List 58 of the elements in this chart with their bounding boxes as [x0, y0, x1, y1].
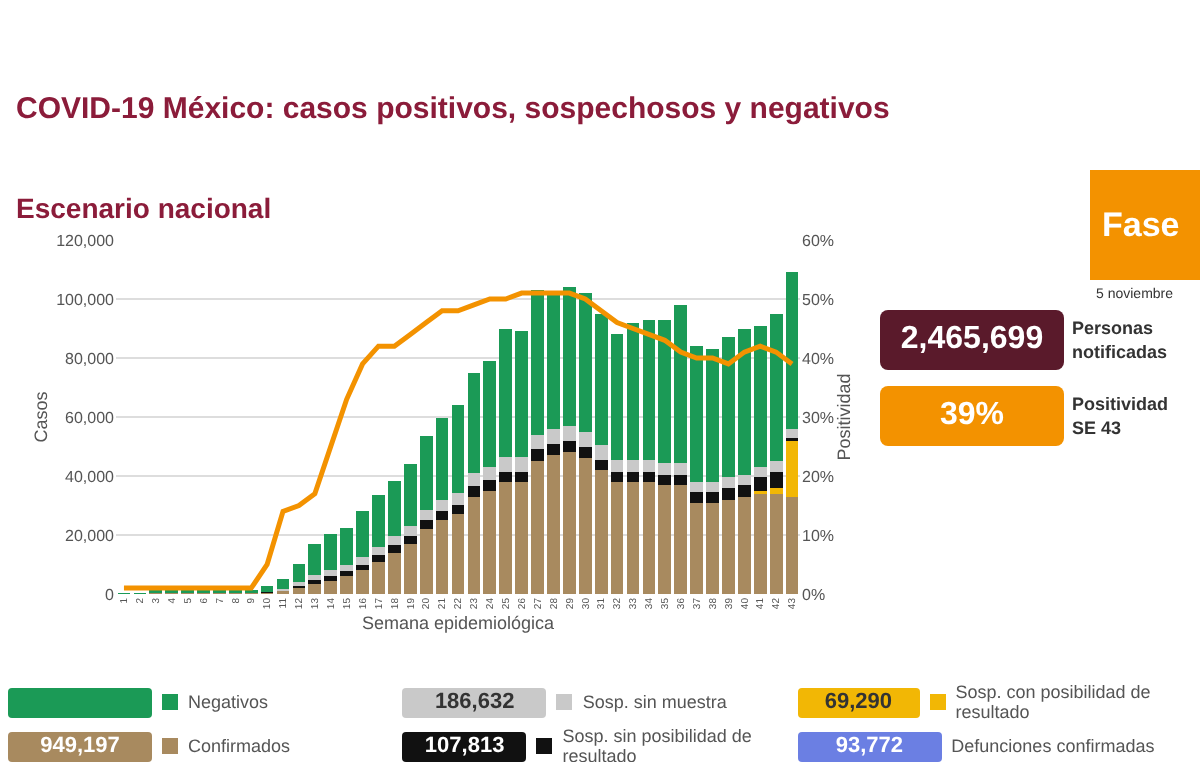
text: Positividad SE 43 [1072, 392, 1171, 440]
bar [626, 471, 640, 482]
text: 107,813 [402, 731, 527, 761]
legend-label: Confirmados [188, 736, 291, 756]
bar [388, 536, 401, 546]
y-tick-label: 80,000 [65, 349, 116, 368]
y-tick-label: 120,000 [56, 231, 116, 250]
text: 93,772 [797, 731, 942, 761]
legend-label: Sosp. sin posibilidad de resultado [562, 726, 754, 762]
chart-title: COVID-19 México: casos positivos, sospechosos y negativos [16, 92, 890, 126]
bar [419, 520, 433, 530]
text: Defunciones confirmadas [951, 736, 1155, 756]
text: 39% [880, 386, 1064, 446]
legend-label: Negativos [188, 692, 269, 712]
y2-tick-label: 20% [802, 467, 835, 486]
y-tick-label: 40,000 [65, 467, 116, 486]
bar [276, 579, 290, 590]
y2-tick-label: 30% [802, 408, 835, 427]
y2-tick-label: 50% [802, 290, 835, 309]
bar [626, 459, 640, 472]
bar [610, 471, 624, 482]
bar [451, 514, 465, 594]
y-tick-label: 20,000 [65, 526, 116, 545]
y2-tick-label: 60% [802, 231, 835, 250]
text: 949,197 [8, 731, 152, 761]
y-axis-title: Casos [30, 390, 51, 443]
bar [626, 481, 640, 594]
y-tick-label: 60,000 [65, 408, 116, 427]
bar [451, 492, 465, 505]
y-tick-label: 0 [105, 585, 116, 604]
bar [403, 526, 417, 536]
x-axis-title: Semana epidemiológica [361, 612, 555, 633]
bar [451, 404, 465, 493]
text: 2,465,699 [880, 310, 1064, 370]
bar [626, 322, 640, 460]
y2-axis-title: Positividad [834, 373, 855, 461]
bar [388, 545, 401, 553]
chart-subtitle: Escenario nacional [16, 192, 272, 224]
y2-tick-label: 40% [802, 349, 835, 368]
text: 186,632 [402, 687, 547, 717]
text: 69,290 [797, 687, 920, 717]
text: Fase [1090, 170, 1200, 280]
y2-tick-label: 0% [802, 585, 826, 604]
line-series [121, 290, 795, 591]
bar [372, 554, 385, 562]
y-tick-label: 100,000 [56, 290, 116, 309]
text: Personas notificadas [1072, 316, 1170, 364]
bar [340, 571, 354, 577]
legend-label: Sosp. sin muestra [582, 692, 727, 712]
legend-label: Sosp. con posibilidad de resultado [955, 682, 1153, 722]
y2-tick-label: 10% [802, 526, 835, 545]
bar [785, 428, 799, 438]
bar [594, 459, 608, 471]
bar [372, 546, 385, 555]
bar [356, 557, 369, 565]
bar [403, 535, 417, 544]
bar [610, 459, 624, 472]
bar [435, 510, 449, 521]
